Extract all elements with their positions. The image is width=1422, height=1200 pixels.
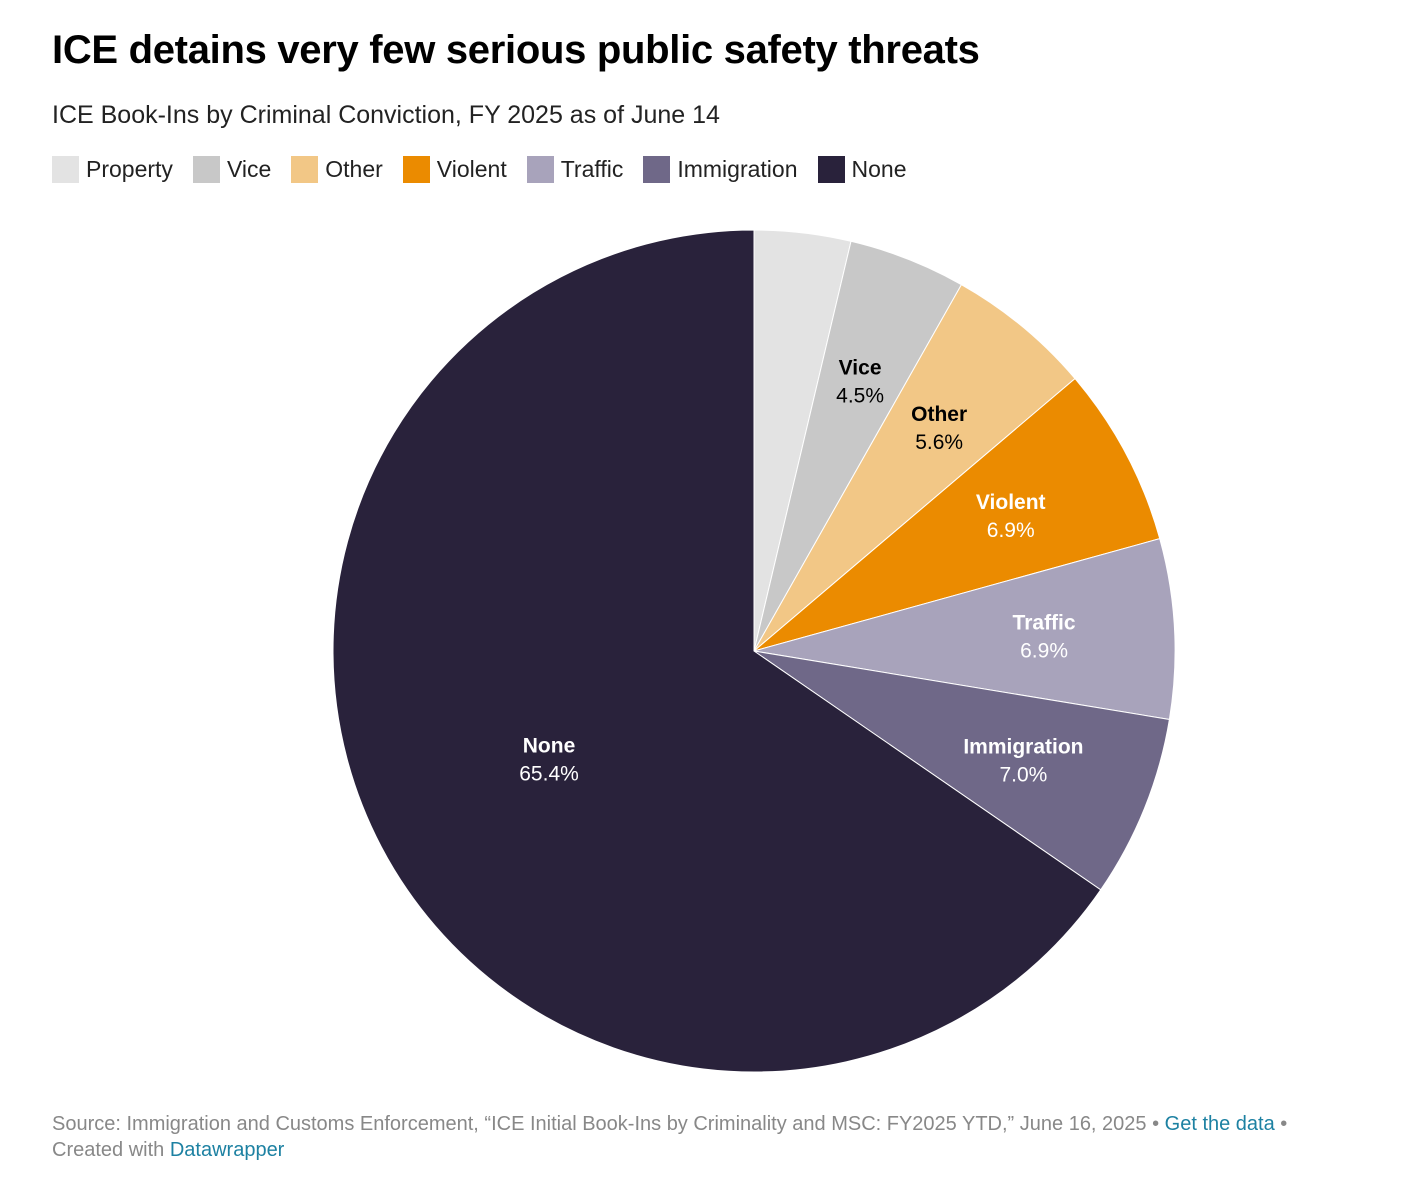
slice-label-value-traffic: 6.9% (1020, 639, 1068, 662)
slice-label-value-none: 65.4% (519, 763, 579, 786)
legend-item-none[interactable]: None (817, 156, 907, 183)
legend-item-traffic[interactable]: Traffic (526, 156, 624, 183)
legend-label-vice: Vice (226, 156, 272, 182)
slice-label-name-traffic: Traffic (1013, 611, 1076, 634)
slice-label-name-other: Other (911, 403, 967, 426)
legend-item-property[interactable]: Property (52, 156, 173, 183)
footer-separator: • (1274, 1113, 1288, 1135)
pie-slice-other[interactable] (753, 283, 1076, 652)
chart-footer: Source: Immigration and Customs Enforcem… (52, 1111, 1392, 1163)
legend-swatch-violent (402, 156, 430, 183)
legend-label-violent: Violent (436, 156, 507, 182)
legend-swatch-vice (192, 156, 220, 183)
datawrapper-link[interactable]: Datawrapper (169, 1139, 285, 1161)
pie-slice-violent[interactable] (753, 377, 1161, 652)
legend-swatch-immigration (643, 156, 671, 183)
slice-label-name-violent: Violent (976, 491, 1046, 514)
legend-item-other[interactable]: Other (291, 156, 383, 183)
legend-item-vice[interactable]: Vice (192, 156, 272, 183)
slice-label-value-violent: 6.9% (987, 519, 1035, 542)
slice-label-value-other: 5.6% (915, 431, 963, 454)
legend-swatch-none (817, 156, 845, 183)
legend-swatch-property (52, 156, 79, 183)
legend-label-other: Other (325, 156, 383, 182)
legend-item-violent[interactable]: Violent (402, 156, 507, 183)
chart-subtitle: ICE Book-Ins by Criminal Conviction, FY … (52, 101, 720, 129)
chart-title: ICE detains very few serious public safe… (52, 28, 980, 72)
slice-label-name-none: None (523, 735, 576, 758)
created-with-text: Created with (52, 1139, 170, 1161)
legend-swatch-other (291, 156, 319, 183)
legend-label-traffic: Traffic (560, 156, 624, 182)
slice-label-value-immigration: 7.0% (999, 764, 1047, 787)
legend-label-property: Property (86, 156, 173, 182)
legend-swatch-traffic (526, 156, 554, 183)
legend-label-none: None (851, 156, 907, 182)
slice-label-name-vice: Vice (839, 357, 882, 380)
pie-slice-traffic[interactable] (753, 538, 1176, 721)
get-the-data-link[interactable]: Get the data (1164, 1113, 1275, 1135)
chart-legend: Property Vice Other Violent Traffic Immigrati… (52, 156, 906, 183)
slice-label-value-vice: 4.5% (836, 385, 884, 408)
legend-item-immigration[interactable]: Immigration (643, 156, 798, 183)
legend-label-immigration: Immigration (677, 156, 798, 182)
pie-slice-immigration[interactable] (753, 650, 1170, 891)
pie-slice-none[interactable] (332, 229, 1102, 1073)
source-note: Source: Immigration and Customs Enforcem… (52, 1113, 1165, 1135)
slice-label-name-immigration: Immigration (963, 736, 1083, 759)
